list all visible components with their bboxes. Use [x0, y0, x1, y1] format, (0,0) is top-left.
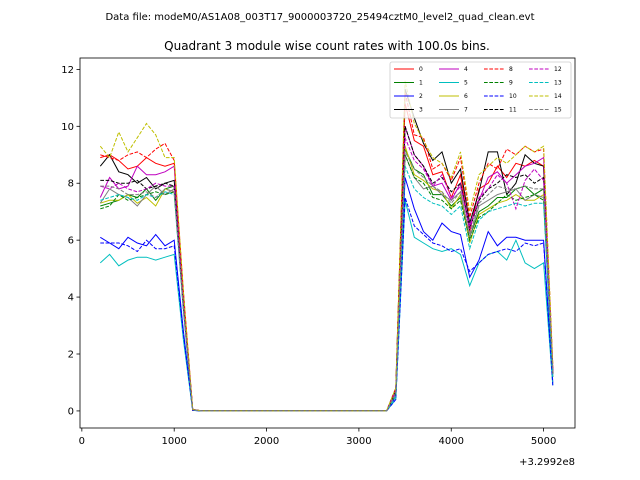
legend-label-4: 4	[464, 66, 468, 73]
figure-suptitle: Data file: modeM0/AS1A08_003T17_90000037…	[105, 12, 534, 23]
legend-label-7: 7	[464, 107, 468, 114]
y-tick-label: 2	[68, 350, 74, 361]
series-line-15	[100, 150, 554, 412]
series-line-14	[99, 80, 554, 412]
y-tick-label: 6	[68, 236, 74, 247]
legend-label-9: 9	[509, 80, 513, 87]
legend-label-13: 13	[554, 80, 562, 87]
chart-title: Quadrant 3 module wise count rates with …	[164, 39, 490, 53]
y-tick-label: 8	[68, 179, 74, 190]
x-axis-offset-label: +3.2992e8	[519, 457, 575, 468]
legend-label-3: 3	[419, 107, 423, 114]
series-layer	[99, 80, 554, 412]
legend-box	[389, 61, 572, 119]
legend-label-14: 14	[554, 93, 562, 100]
axes-frame	[79, 57, 576, 429]
x-tick-label: 3000	[346, 436, 371, 447]
legend-label-0: 0	[419, 66, 423, 73]
legend-label-1: 1	[419, 80, 423, 87]
legend-label-2: 2	[419, 93, 423, 100]
x-tick-label: 0	[79, 436, 85, 447]
legend-label-6: 6	[464, 93, 468, 100]
x-tick-label: 4000	[439, 436, 464, 447]
legend-label-5: 5	[464, 80, 468, 87]
y-tick-label: 12	[61, 65, 74, 76]
legend-label-15: 15	[554, 107, 562, 114]
x-tick-label: 2000	[254, 436, 279, 447]
legend-label-8: 8	[509, 66, 513, 73]
x-tick-label: 5000	[531, 436, 556, 447]
x-tick-label: 1000	[161, 436, 186, 447]
series-line-12	[100, 137, 554, 412]
legend-label-11: 11	[509, 107, 517, 114]
y-tick-label: 4	[68, 293, 74, 304]
legend-label-10: 10	[509, 93, 517, 100]
y-tick-label: 10	[61, 122, 74, 133]
legend-label-12: 12	[554, 66, 562, 73]
y-tick-label: 0	[68, 406, 74, 417]
